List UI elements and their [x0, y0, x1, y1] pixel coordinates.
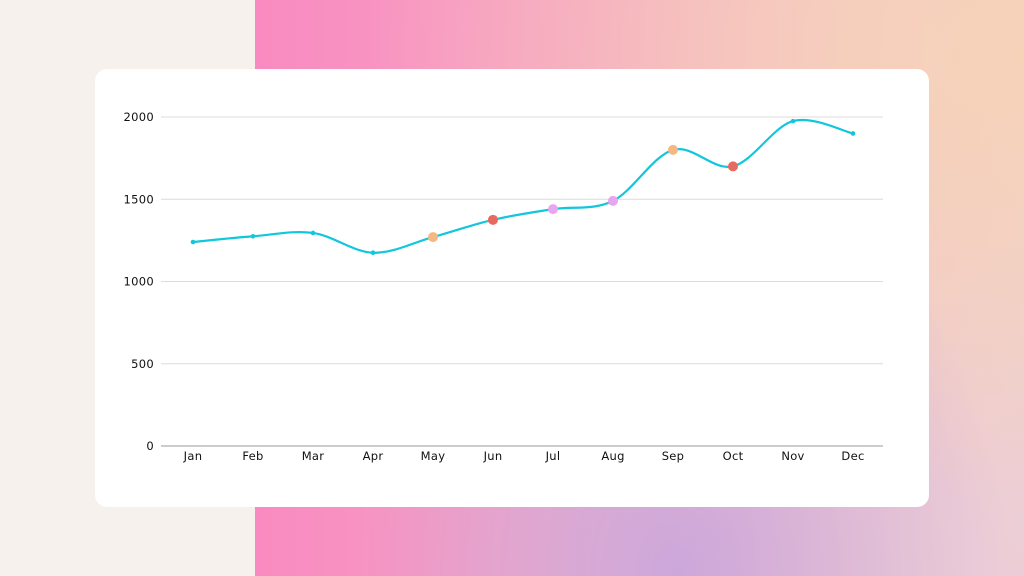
x-tick-label: May — [421, 449, 446, 463]
x-tick-label: Apr — [363, 449, 384, 463]
data-point-apr — [370, 250, 376, 256]
chart-card: 0 500 1000 1500 2000 Jan Feb Mar Apr May Jun Jul Au… — [95, 69, 929, 507]
data-point-jun — [488, 214, 498, 225]
y-axis-ticks: 0 500 1000 1500 2000 — [124, 110, 154, 453]
x-axis-ticks: Jan Feb Mar Apr May Jun Jul Aug Sep Oct Nov Dec — [183, 449, 865, 463]
data-point-nov — [790, 118, 796, 124]
data-points — [190, 118, 856, 256]
x-tick-label: Jun — [483, 449, 503, 463]
line-chart: 0 500 1000 1500 2000 Jan Feb Mar Apr May Jun Jul Au… — [124, 110, 883, 463]
y-tick-label: 500 — [131, 357, 154, 371]
x-tick-label: Nov — [781, 449, 804, 463]
y-tick-label: 0 — [146, 439, 154, 453]
data-point-jul — [548, 204, 558, 215]
data-point-aug — [608, 195, 618, 206]
x-tick-label: Jul — [545, 449, 561, 463]
data-point-dec — [850, 131, 856, 136]
x-tick-label: Jan — [183, 449, 203, 463]
data-point-feb — [250, 233, 256, 239]
x-tick-label: Feb — [242, 449, 263, 463]
x-tick-label: Mar — [302, 449, 325, 463]
y-tick-label: 2000 — [124, 110, 154, 124]
grid-lines — [161, 116, 883, 447]
data-point-may — [428, 232, 438, 243]
x-tick-label: Aug — [601, 449, 624, 463]
x-tick-label: Sep — [662, 449, 685, 463]
data-point-mar — [310, 230, 316, 236]
y-tick-label: 1500 — [124, 192, 154, 206]
series-line — [191, 118, 855, 254]
data-point-oct — [728, 161, 738, 172]
data-point-sep — [668, 144, 678, 155]
y-tick-label: 1000 — [124, 275, 154, 289]
x-tick-label: Dec — [841, 449, 864, 463]
series-line-group — [191, 118, 855, 254]
data-point-jan — [190, 239, 196, 245]
x-tick-label: Oct — [723, 449, 744, 463]
